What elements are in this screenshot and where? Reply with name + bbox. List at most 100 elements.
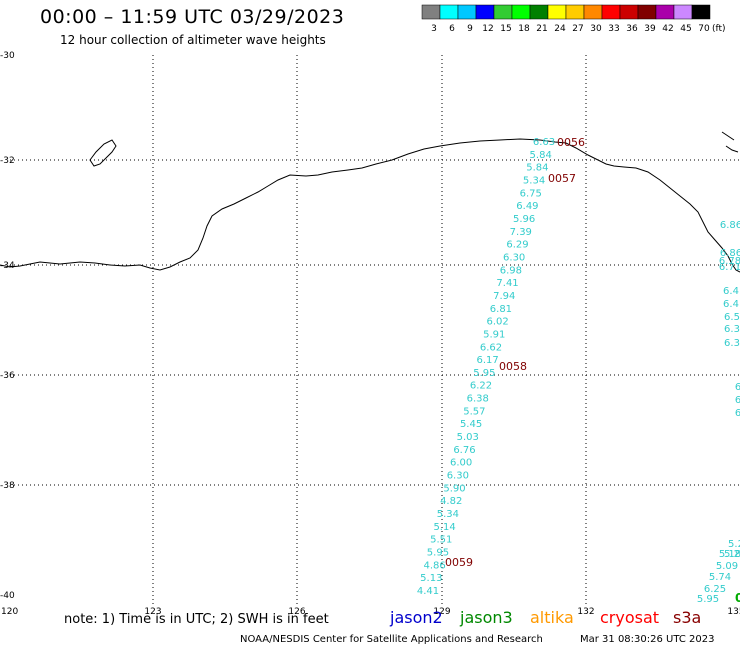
legend-swatch <box>475 4 495 20</box>
wave-height-label: 5.03 <box>457 432 479 443</box>
wave-height-label: 6.30 <box>503 252 525 263</box>
legend-swatch <box>493 4 513 20</box>
wave-height-label: 5.95 <box>473 368 495 379</box>
wave-height-label: 6.5 <box>724 312 740 323</box>
satellite-label-s3a: s3a <box>673 608 702 627</box>
lon-label: 135 <box>727 607 740 617</box>
coastline-east-edge <box>721 131 739 153</box>
wave-height-label: 6 <box>735 395 740 406</box>
coastline-kangaroo-island <box>89 139 117 167</box>
wave-height-label: 4.41 <box>417 586 439 597</box>
satellite-label-cryosat: cryosat <box>600 608 660 627</box>
legend-swatch <box>655 4 675 20</box>
wave-height-label: 5.95 <box>427 548 449 559</box>
wave-height-label: 6.30 <box>447 471 469 482</box>
legend-label: 70 <box>698 24 710 34</box>
wave-height-label: 6.81 <box>490 304 512 315</box>
wave-height-label: 6.22 <box>470 381 492 392</box>
wave-height-label: 6.71 <box>719 262 740 273</box>
coastline-main <box>0 138 740 273</box>
satellite-track: 6.635.845.845.346.756.495.967.396.296.30… <box>417 136 585 597</box>
legend-unit: (ft) <box>712 24 726 34</box>
lon-label: 132 <box>577 607 594 617</box>
wave-height-label: 5.84 <box>530 150 552 161</box>
lon-label: 126 <box>288 607 305 617</box>
wave-height-label: 5.74 <box>709 572 731 583</box>
wave-height-label: 5.57 <box>463 406 485 417</box>
legend-swatch <box>601 4 621 20</box>
wave-height-label: 6.29 <box>506 240 528 251</box>
legend-label: 12 <box>482 24 493 34</box>
wave-height-label: 5.34 <box>523 175 545 186</box>
legend-swatch <box>511 4 531 20</box>
wave-height-label: 5.09 <box>716 561 738 572</box>
legend-label: 18 <box>518 24 530 34</box>
wave-height-label: 5.96 <box>513 214 535 225</box>
legend-label: 3 <box>431 24 437 34</box>
time-marker-clipped: 05 <box>735 591 740 605</box>
satellite-label-jason2: jason2 <box>390 608 443 627</box>
wave-height-label: 6.76 <box>453 445 475 456</box>
wave-height-label: 5.45 <box>460 419 482 430</box>
footer-note: note: 1) Time is in UTC; 2) SWH is in fe… <box>64 612 329 627</box>
wave-height-label: 5.95 <box>697 594 719 605</box>
satellite-label-jason3: jason3 <box>460 608 513 627</box>
legend-label: 6 <box>449 24 455 34</box>
wave-height-label: 4.86 <box>423 560 445 571</box>
wave-height-label: 6 <box>735 382 740 393</box>
credit-text: NOAA/NESDIS Center for Satellite Applica… <box>240 634 543 645</box>
legend-swatch <box>583 4 603 20</box>
legend-label: 39 <box>644 24 656 34</box>
wave-height-label: 6.17 <box>477 355 499 366</box>
wave-height-label: 6.78 <box>719 256 740 267</box>
wave-height-label: 6.98 <box>500 265 522 276</box>
lat-label: -38 <box>0 481 15 491</box>
wave-height-label: 6.3 <box>724 324 740 335</box>
wave-height-label: 6.3 <box>724 338 740 349</box>
wave-height-label: 6 <box>735 408 740 419</box>
legend-swatch <box>565 4 585 20</box>
wave-height-label: 6.63 <box>533 137 555 148</box>
legend-swatch <box>619 4 639 20</box>
timestamp-text: Mar 31 08:30:26 UTC 2023 <box>580 634 715 645</box>
legend-swatch <box>529 4 549 20</box>
legend-swatch <box>457 4 477 20</box>
wave-height-label: 6.02 <box>486 317 508 328</box>
wave-height-label: 6.00 <box>450 458 472 469</box>
coastline <box>0 131 740 273</box>
satellite-label-altika: altika <box>530 608 574 627</box>
satellite-track-right: 6.866.866.786.716.46.46.56.36.36665.25.2… <box>697 220 740 605</box>
legend-swatch <box>547 4 567 20</box>
wave-height-label: 5.14 <box>433 522 455 533</box>
legend-label: 21 <box>536 24 547 34</box>
lat-lon-grid: 120123126129132135-30-32-34-36-38-40 <box>0 51 740 617</box>
wave-height-label: 5.18 <box>719 549 740 560</box>
lat-label: -36 <box>0 371 15 381</box>
time-marker: 0059 <box>445 556 473 569</box>
wave-height-label: 7.41 <box>496 278 518 289</box>
wave-height-label: 5.90 <box>443 483 465 494</box>
wave-height-label: 5.51 <box>430 535 452 546</box>
legend-label: 15 <box>500 24 511 34</box>
wave-height-label: 6.49 <box>516 201 538 212</box>
wave-height-label: 6.75 <box>520 188 542 199</box>
lat-label: -32 <box>0 156 15 166</box>
legend-label: 45 <box>680 24 691 34</box>
wave-height-label: 6.38 <box>467 394 489 405</box>
wave-height-label: 5.91 <box>483 329 505 340</box>
wave-height-label: 5.34 <box>437 509 459 520</box>
legend-label: 42 <box>662 24 673 34</box>
lon-label: 120 <box>1 607 18 617</box>
legend-label: 9 <box>467 24 473 34</box>
time-marker: 0058 <box>499 360 527 373</box>
time-marker: 0057 <box>548 172 576 185</box>
legend-swatch <box>421 4 441 20</box>
wave-height-label: 5.84 <box>526 163 548 174</box>
color-legend: 3 6 9 12 15 18 21 24 27 30 33 36 39 42 45 70 (ft) <box>421 4 726 34</box>
time-marker: 0056 <box>557 136 585 149</box>
wave-height-label: 6.4 <box>723 286 739 297</box>
wave-height-label: 7.94 <box>493 291 515 302</box>
wave-height-label: 6.62 <box>480 342 502 353</box>
wave-height-label: 6.4 <box>723 299 739 310</box>
